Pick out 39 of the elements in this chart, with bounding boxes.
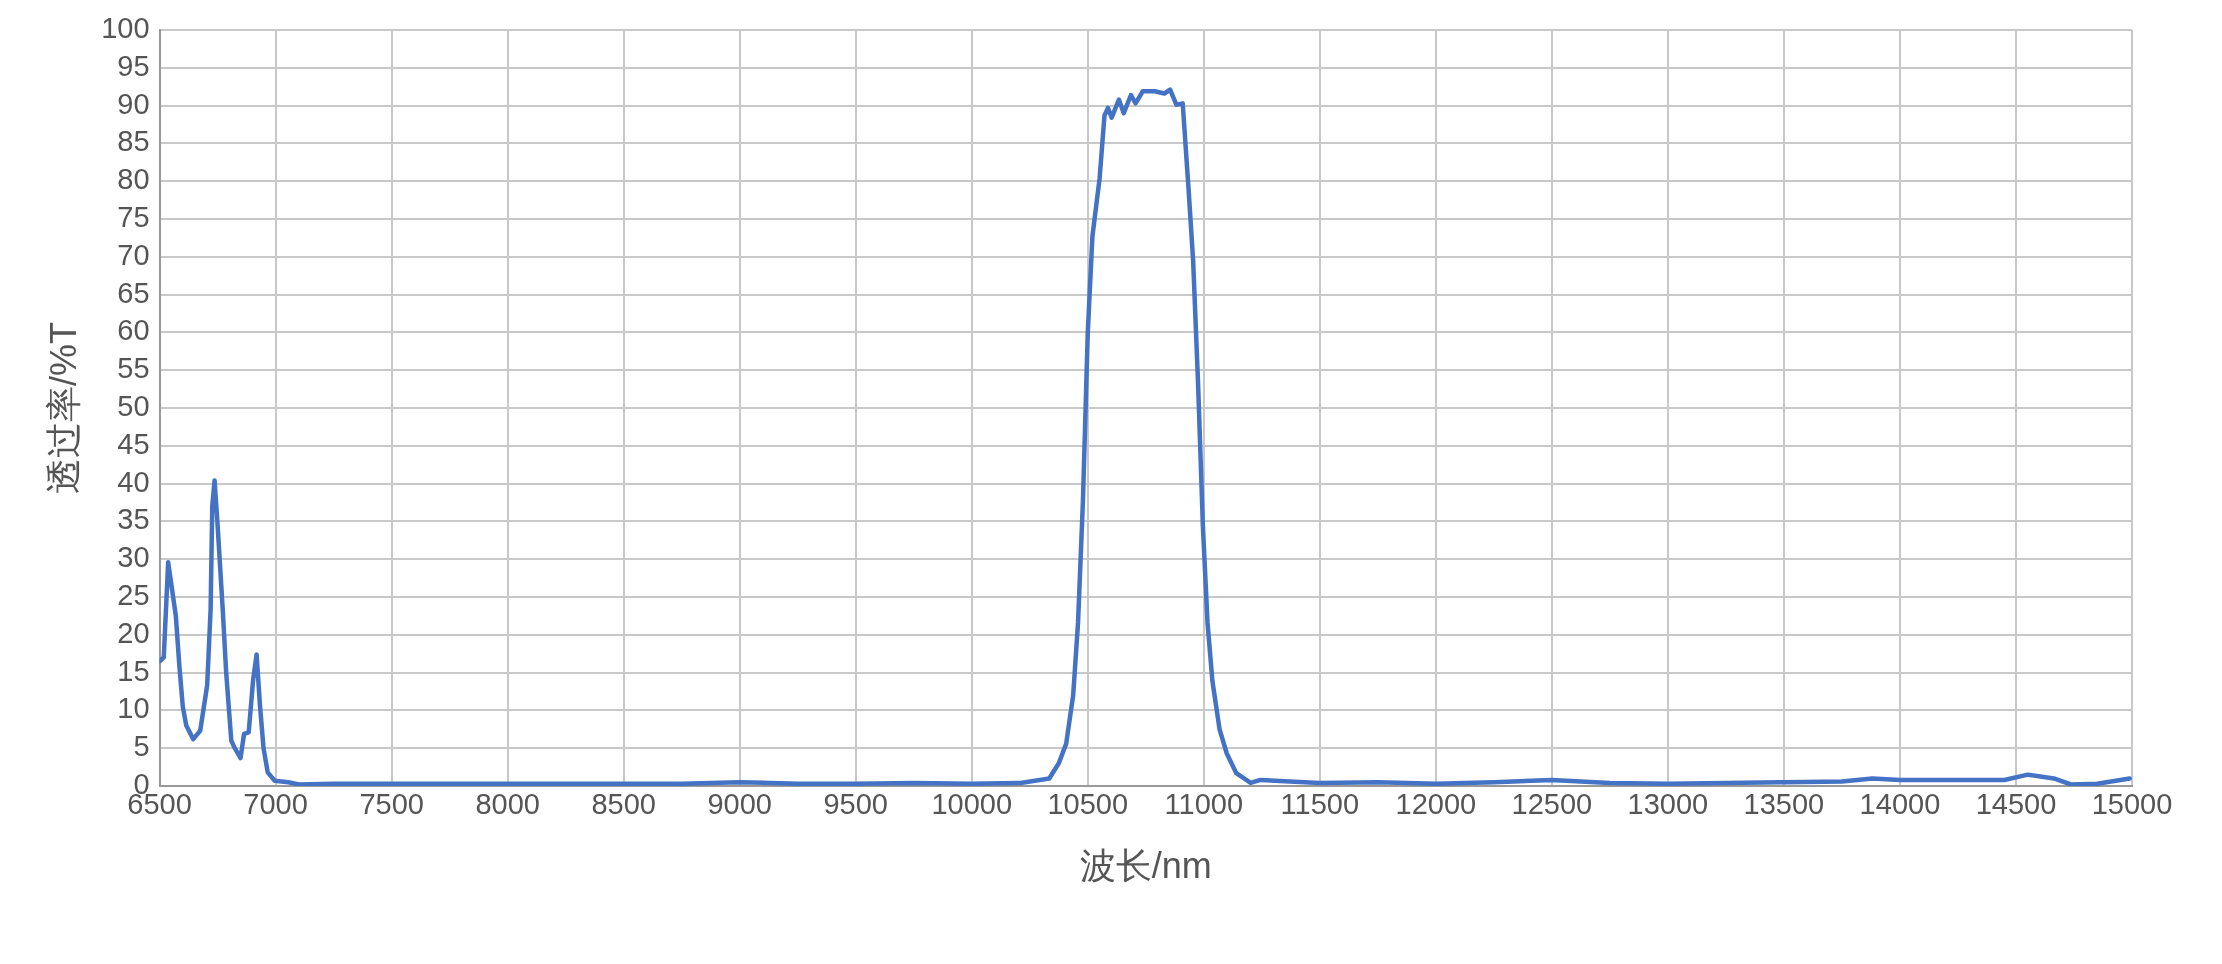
x-tick-label: 8500 [591, 788, 656, 821]
y-tick-label: 80 [117, 163, 150, 196]
x-tick-label: 13000 [1627, 788, 1709, 821]
x-tick-label: 7500 [359, 788, 424, 821]
y-tick-label: 40 [117, 465, 150, 498]
y-tick-label: 10 [117, 692, 150, 725]
x-tick-label: 12500 [1511, 788, 1593, 821]
y-tick-label: 15 [117, 654, 150, 687]
x-tick-label: 14000 [1859, 788, 1941, 821]
y-tick-label: 90 [117, 87, 150, 120]
x-tick-label: 7000 [243, 788, 308, 821]
y-tick-label: 50 [117, 390, 150, 422]
x-tick-label: 15000 [2091, 788, 2173, 821]
y-tick-label: 25 [117, 579, 150, 611]
x-tick-label: 13500 [1743, 788, 1825, 821]
y-tick-label: 70 [117, 238, 150, 271]
y-tick-label: 30 [117, 541, 150, 574]
x-axis-title: 波长/nm [1079, 845, 1212, 887]
y-tick-label: 35 [117, 503, 150, 536]
y-tick-label: 5 [133, 730, 150, 763]
y-tick-label: 95 [117, 49, 150, 82]
y-tick-label: 20 [117, 616, 150, 649]
x-tick-label: 9000 [707, 788, 772, 821]
x-tick-label: 10000 [931, 788, 1013, 821]
y-tick-label: 45 [117, 427, 150, 460]
x-tick-label: 8000 [475, 788, 540, 821]
y-tick-label: 85 [117, 125, 150, 158]
y-tick-label: 100 [101, 12, 150, 44]
x-tick-label: 11000 [1164, 788, 1244, 821]
y-tick-label: 65 [117, 276, 150, 309]
y-tick-label: 75 [117, 201, 150, 233]
x-tick-label: 12000 [1395, 788, 1477, 821]
y-tick-label: 60 [117, 314, 150, 347]
x-tick-label: 9500 [823, 788, 888, 821]
x-tick-label: 11500 [1280, 788, 1360, 821]
x-tick-label: 14500 [1975, 788, 2057, 821]
x-tick-label: 10500 [1047, 788, 1129, 821]
y-axis-title: 透过率/%T [42, 321, 84, 495]
y-tick-label: 55 [117, 352, 150, 385]
